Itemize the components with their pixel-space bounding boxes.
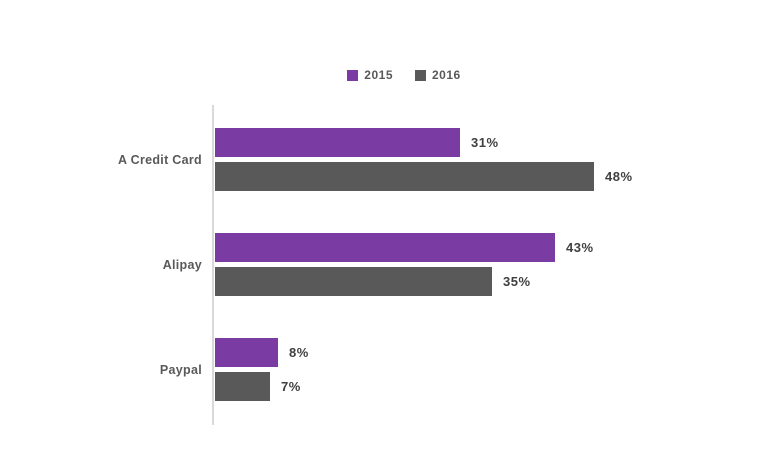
category-label-a-credit-card: A Credit Card [117,153,202,167]
legend-swatch-2016 [415,69,426,81]
bar-2016-a-credit-card [215,162,594,191]
category-label-alipay: Alipay [162,258,202,272]
data-label-2015-a-credit-card: 31% [471,135,499,150]
data-label-2015-paypal: 8% [289,345,309,360]
data-label-2016-a-credit-card: 48% [605,169,633,184]
legend-label-2015: 2015 [364,68,393,82]
data-label-2016-paypal: 7% [281,379,301,394]
data-label-2016-alipay: 35% [503,274,531,289]
category-label-paypal: Paypal [159,363,202,377]
legend-item-2016: 2016 [415,68,461,82]
bar-2015-alipay [215,233,555,262]
legend-item-2015: 2015 [347,68,393,82]
bar-2016-paypal [215,372,270,401]
y-axis-line [212,105,214,425]
bar-2016-alipay [215,267,492,296]
bar-2015-paypal [215,338,278,367]
legend-swatch-2015 [347,69,359,81]
legend-label-2016: 2016 [432,68,461,82]
data-label-2015-alipay: 43% [566,240,594,255]
chart-legend: 2015 2016 [0,68,768,82]
bar-2015-a-credit-card [215,128,460,157]
